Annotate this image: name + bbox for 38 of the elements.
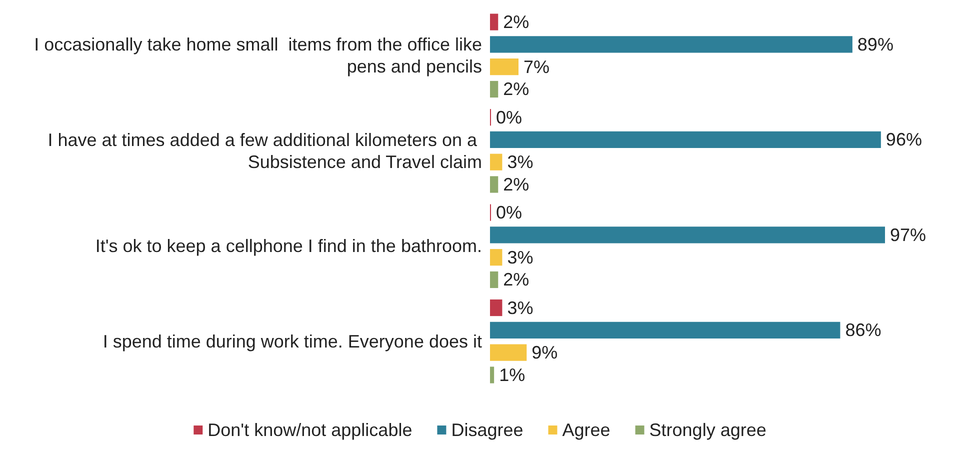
bar [490, 299, 502, 316]
bar [490, 322, 840, 338]
data-label: 97% [890, 224, 926, 245]
y-tick-label: I spend time during work time. Everyone does it [102, 331, 482, 352]
bar [490, 36, 852, 53]
data-label: 2% [503, 270, 530, 290]
bar [490, 226, 885, 244]
data-label: 0% [496, 107, 522, 128]
bar [490, 154, 502, 170]
data-label: 89% [857, 34, 894, 54]
data-label: 2% [503, 12, 530, 32]
bar [490, 366, 494, 384]
bar [490, 271, 498, 288]
legend-label: Disagree [451, 420, 524, 440]
data-label: 3% [507, 247, 534, 268]
data-label: 1% [499, 364, 526, 385]
data-label: 0% [496, 202, 522, 223]
data-label: 96% [886, 130, 922, 150]
y-tick-label: I occasionally take home small items from the office like pens and pencils [34, 34, 482, 77]
data-label: 9% [532, 342, 558, 363]
data-label: 7% [524, 56, 550, 77]
bar [490, 58, 519, 76]
legend-label: Strongly agree [649, 420, 766, 440]
data-label: 3% [507, 298, 534, 318]
y-tick-label: It's ok to keep a cellphone I find in the bathroom. [95, 236, 482, 256]
bar [490, 80, 498, 98]
bar [490, 14, 498, 30]
y-tick-label: I have at times added a few additional kilometers on a Subsistence and Travel claim [48, 130, 482, 172]
bar [490, 131, 881, 148]
legend-label: Don't know/not applicable [208, 420, 412, 440]
bar [490, 176, 498, 193]
bar [490, 249, 502, 266]
bar [490, 344, 527, 361]
data-label: 2% [503, 79, 530, 100]
legend-label: Agree [562, 420, 610, 440]
data-label: 86% [845, 320, 882, 340]
data-label: 3% [507, 152, 534, 172]
data-label: 2% [503, 174, 530, 194]
